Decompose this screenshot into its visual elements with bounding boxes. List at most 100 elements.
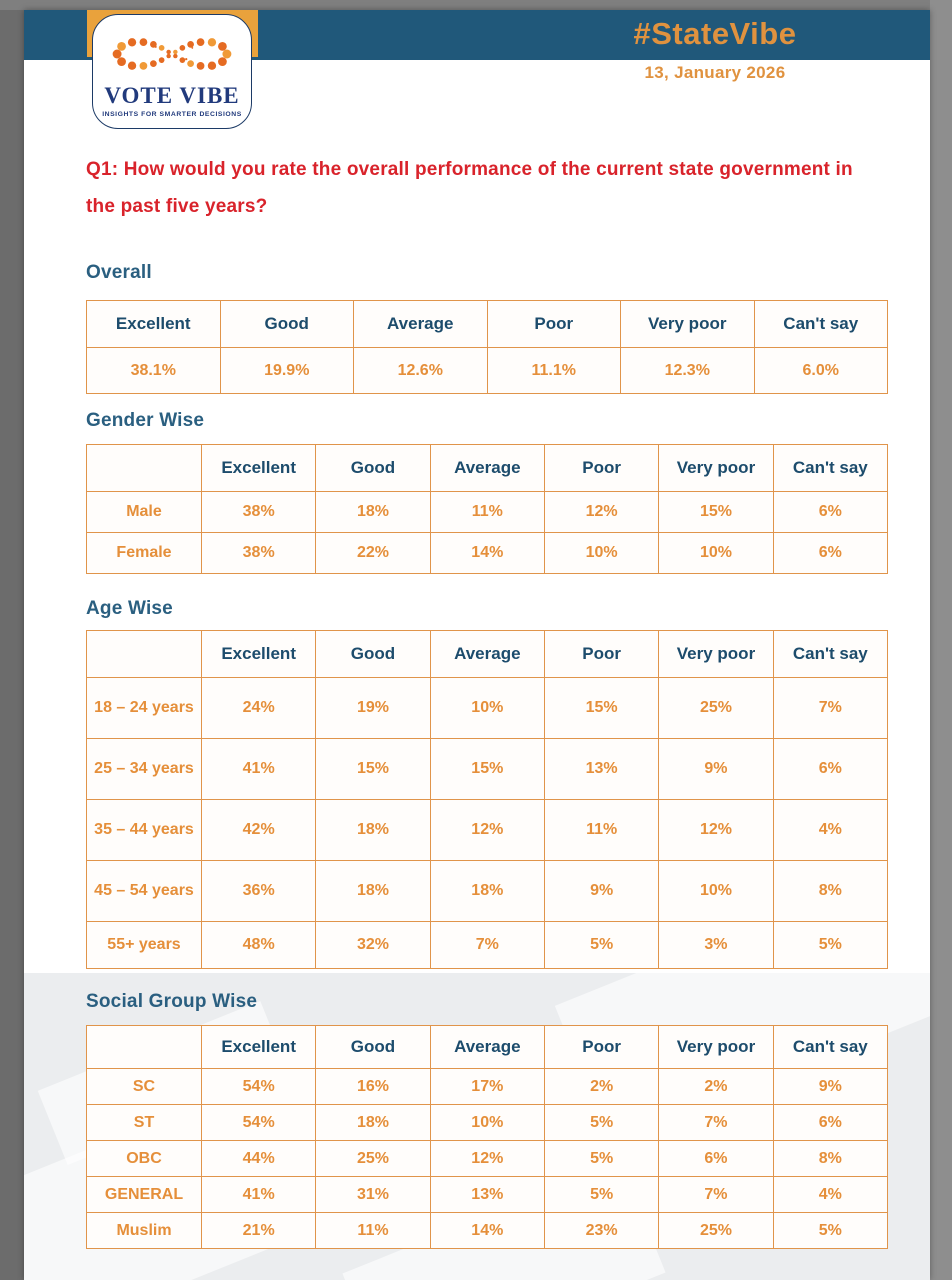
table-value-cell: 12%: [543, 491, 660, 533]
report-page: #StateVibe 13, January 2026 VOTE VIBE IN…: [24, 10, 930, 1280]
table-value-cell: 5%: [543, 1104, 660, 1141]
table-value-cell: 41%: [200, 738, 317, 800]
table-value-cell: 18%: [429, 860, 545, 922]
table-value-cell: 8%: [772, 1140, 889, 1177]
table-header-cell: Excellent: [200, 444, 317, 492]
table-header-cell: Average: [353, 300, 488, 348]
table-row: GENERAL 41% 31% 13% 5% 7% 4%: [86, 1176, 889, 1213]
header-right: #StateVibe 13, January 2026: [500, 10, 930, 83]
table-header-cell: Excellent: [200, 1025, 317, 1069]
row-label-cell: Male: [86, 491, 202, 533]
table-value-cell: 12.6%: [353, 347, 488, 394]
table: Excellent Good Average Poor Very poor Can't s…: [86, 300, 888, 394]
table-row: 38.1% 19.9% 12.6% 11.1% 12.3% 6.0%: [86, 347, 888, 394]
table-value-cell: 5%: [772, 1212, 889, 1249]
table-value-cell: 38%: [200, 532, 317, 574]
table-value-cell: 54%: [200, 1068, 317, 1105]
table-value-cell: 6%: [658, 1140, 774, 1177]
table-value-cell: 5%: [543, 921, 660, 969]
table-value-cell: 21%: [200, 1212, 317, 1249]
table-value-cell: 7%: [772, 677, 889, 739]
table-value-cell: 22%: [315, 532, 431, 574]
table-header-cell: Excellent: [200, 630, 317, 678]
table-value-cell: 12%: [429, 799, 545, 861]
table-value-cell: 9%: [543, 860, 660, 922]
table: Excellent Good Average Poor Very poor Can't s…: [86, 444, 889, 574]
table-value-cell: 7%: [658, 1176, 774, 1213]
table-value-cell: 6%: [772, 1104, 889, 1141]
table-value-cell: 10%: [429, 677, 545, 739]
table-row: Muslim 21% 11% 14% 23% 25% 5%: [86, 1212, 889, 1249]
logo-tagline: INSIGHTS FOR SMARTER DECISIONS: [102, 111, 242, 118]
table-value-cell: 2%: [658, 1068, 774, 1105]
table-row: 55+ years 48% 32% 7% 5% 3% 5%: [86, 921, 889, 969]
table-value-cell: 8%: [772, 860, 889, 922]
table-value-cell: 14%: [429, 532, 545, 574]
table-value-cell: 10%: [429, 1104, 545, 1141]
table-value-cell: 16%: [315, 1068, 431, 1105]
gender-wise-table: Excellent Good Average Poor Very poor Can't s…: [86, 444, 889, 574]
row-label-cell: Female: [86, 532, 202, 574]
table-header-cell: Can't say: [772, 630, 889, 678]
table-value-cell: 7%: [658, 1104, 774, 1141]
table-value-cell: 4%: [772, 799, 889, 861]
table-value-cell: 11%: [429, 491, 545, 533]
table-header-cell: [86, 630, 202, 678]
table-header-cell: Very poor: [620, 300, 755, 348]
table-value-cell: 54%: [200, 1104, 317, 1141]
dotted-infinity-icon: [112, 38, 232, 70]
table-value-cell: 5%: [772, 921, 889, 969]
table-value-cell: 15%: [543, 677, 660, 739]
table-value-cell: 48%: [200, 921, 317, 969]
table-value-cell: 11.1%: [486, 347, 621, 394]
vote-vibe-logo: VOTE VIBE INSIGHTS FOR SMARTER DECISIONS: [92, 14, 252, 129]
table-value-cell: 18%: [315, 1104, 431, 1141]
table-value-cell: 2%: [543, 1068, 660, 1105]
table-value-cell: 7%: [429, 921, 545, 969]
table-header-cell: Average: [429, 444, 545, 492]
table-header-cell: [86, 444, 202, 492]
table-header-cell: Very poor: [658, 1025, 774, 1069]
table-value-cell: 5%: [543, 1176, 660, 1213]
table-value-cell: 38.1%: [86, 347, 221, 394]
table-header-cell: Excellent: [86, 300, 221, 348]
screen-bezel-right: [930, 0, 952, 1280]
section-title-social-group-wise: Social Group Wise: [86, 991, 258, 1012]
table-row: 35 – 44 years 42% 18% 12% 11% 12% 4%: [86, 799, 889, 861]
table-value-cell: 6%: [772, 491, 889, 533]
table-header-cell: Poor: [543, 444, 660, 492]
table-value-cell: 15%: [429, 738, 545, 800]
table-header-cell: Can't say: [753, 300, 888, 348]
table-value-cell: 12.3%: [620, 347, 755, 394]
table-value-cell: 14%: [429, 1212, 545, 1249]
table-header-cell: [86, 1025, 202, 1069]
table-row: Female 38% 22% 14% 10% 10% 6%: [86, 532, 889, 574]
table-row: OBC 44% 25% 12% 5% 6% 8%: [86, 1140, 889, 1177]
section-title-age-wise: Age Wise: [86, 598, 173, 619]
table-row: Male 38% 18% 11% 12% 15% 6%: [86, 491, 889, 533]
table-header-cell: Average: [429, 1025, 545, 1069]
table-value-cell: 6.0%: [753, 347, 888, 394]
hashtag-title: #StateVibe: [633, 16, 797, 51]
age-wise-table: Excellent Good Average Poor Very poor Can't s…: [86, 630, 889, 969]
table-value-cell: 32%: [315, 921, 431, 969]
table-value-cell: 24%: [200, 677, 317, 739]
table-row: 25 – 34 years 41% 15% 15% 13% 9% 6%: [86, 738, 889, 800]
table-header-cell: Average: [429, 630, 545, 678]
table-value-cell: 15%: [658, 491, 774, 533]
section-title-overall: Overall: [86, 262, 152, 283]
row-label-cell: GENERAL: [86, 1176, 202, 1213]
table-row: 18 – 24 years 24% 19% 10% 15% 25% 7%: [86, 677, 889, 739]
row-label-cell: ST: [86, 1104, 202, 1141]
table-value-cell: 13%: [429, 1176, 545, 1213]
table-value-cell: 25%: [315, 1140, 431, 1177]
row-label-cell: 45 – 54 years: [86, 860, 202, 922]
table-value-cell: 41%: [200, 1176, 317, 1213]
table-value-cell: 19.9%: [219, 347, 354, 394]
row-label-cell: 55+ years: [86, 921, 202, 969]
row-label-cell: Muslim: [86, 1212, 202, 1249]
row-label-cell: 25 – 34 years: [86, 738, 202, 800]
row-label-cell: 18 – 24 years: [86, 677, 202, 739]
table-header-cell: Poor: [486, 300, 621, 348]
screen-bezel-top: [0, 0, 952, 10]
